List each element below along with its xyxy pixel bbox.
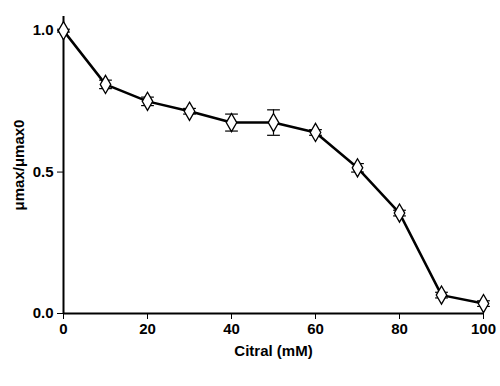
svg-text:μmax/μmax0: μmax/μmax0 <box>10 120 27 211</box>
svg-text:0.5: 0.5 <box>33 163 54 180</box>
svg-text:20: 20 <box>139 320 156 337</box>
svg-text:100: 100 <box>471 320 496 337</box>
svg-text:80: 80 <box>391 320 408 337</box>
svg-text:60: 60 <box>307 320 324 337</box>
svg-text:0: 0 <box>59 320 67 337</box>
svg-text:40: 40 <box>223 320 240 337</box>
svg-text:1.0: 1.0 <box>33 21 54 38</box>
svg-text:0.0: 0.0 <box>33 304 54 321</box>
svg-text:Citral (mM): Citral (mM) <box>234 342 312 359</box>
